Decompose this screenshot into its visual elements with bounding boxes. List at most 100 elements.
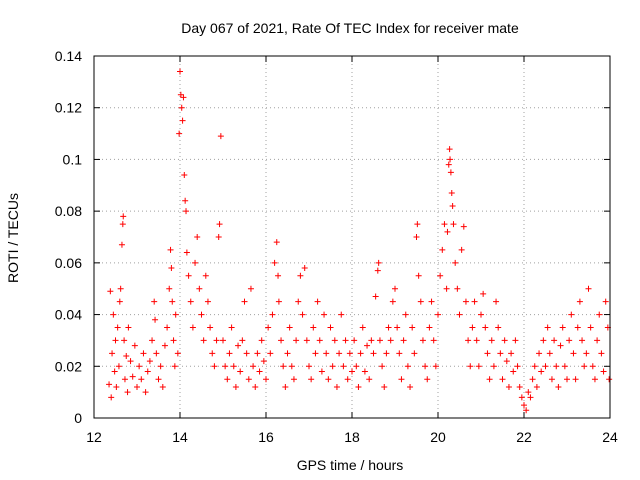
data-point (372, 293, 379, 300)
data-point (587, 324, 594, 331)
data-point (497, 350, 504, 357)
data-point (581, 363, 588, 370)
data-point (422, 363, 429, 370)
data-point (247, 285, 254, 292)
data-point (478, 311, 484, 318)
data-point (409, 324, 416, 331)
data-point (486, 376, 493, 383)
data-point (111, 368, 118, 375)
data-point (467, 363, 474, 370)
data-point (121, 376, 128, 383)
data-point (536, 350, 543, 357)
y-tick-label: 0.08 (55, 203, 82, 219)
chart-title: Day 067 of 2021, Rate Of TEC Index for r… (181, 20, 519, 36)
data-point (415, 272, 422, 279)
data-point (183, 249, 190, 256)
data-point (216, 221, 223, 228)
data-point (321, 311, 328, 318)
data-point (185, 272, 192, 279)
x-tick-label: 22 (516, 429, 532, 445)
data-point (176, 130, 183, 137)
data-point (471, 298, 478, 305)
data-point (237, 368, 244, 375)
data-point (235, 342, 242, 349)
data-point (445, 161, 452, 168)
data-point (462, 298, 469, 305)
data-point (134, 383, 140, 390)
x-tick-label: 24 (602, 429, 618, 445)
data-point (263, 376, 269, 383)
data-point (398, 376, 405, 383)
data-point (402, 311, 409, 318)
data-point (484, 350, 491, 357)
data-point (149, 337, 156, 344)
data-point (527, 394, 534, 401)
data-point (510, 368, 517, 375)
x-tick-label: 18 (344, 429, 360, 445)
data-point (280, 363, 287, 370)
data-point (561, 363, 568, 370)
data-point (346, 350, 353, 357)
data-point (286, 324, 293, 331)
x-tick-label: 20 (430, 429, 446, 445)
data-point (505, 383, 512, 390)
data-point (232, 383, 239, 390)
data-point (469, 324, 476, 331)
data-point (490, 363, 497, 370)
data-point (600, 368, 607, 375)
data-point (596, 311, 603, 318)
data-point (533, 383, 540, 390)
data-point (465, 337, 472, 344)
data-point (252, 383, 259, 390)
data-point (183, 208, 190, 215)
data-point (323, 350, 330, 357)
data-point (200, 337, 207, 344)
data-point (381, 383, 388, 390)
data-point (570, 350, 577, 357)
data-point (159, 383, 166, 390)
data-point (419, 337, 426, 344)
data-point (338, 311, 345, 318)
data-point (538, 368, 545, 375)
data-point (254, 350, 261, 357)
data-point (144, 368, 151, 375)
data-point (151, 298, 158, 305)
data-point (258, 337, 265, 344)
data-point (579, 337, 586, 344)
data-point (114, 324, 121, 331)
data-point (182, 197, 189, 204)
data-point (245, 376, 252, 383)
data-point (430, 337, 437, 344)
data-point (531, 363, 538, 370)
data-point (168, 265, 175, 272)
data-point (204, 298, 211, 305)
data-point (501, 337, 508, 344)
data-points (106, 68, 613, 414)
data-point (109, 350, 116, 357)
data-point (169, 298, 176, 305)
data-point (308, 376, 315, 383)
data-point (207, 324, 214, 331)
data-point (220, 337, 226, 344)
data-point (153, 350, 160, 357)
data-point (439, 246, 446, 253)
data-point (414, 221, 421, 228)
data-point (278, 337, 285, 344)
y-tick-label: 0.04 (55, 307, 82, 323)
data-point (146, 358, 153, 365)
data-point (265, 324, 272, 331)
data-point (314, 298, 321, 305)
data-point (117, 285, 124, 292)
data-point (458, 246, 465, 253)
data-point (209, 350, 216, 357)
data-point (559, 324, 566, 331)
data-point (396, 350, 403, 357)
data-point (119, 221, 126, 228)
data-point (318, 368, 325, 375)
data-point (359, 324, 366, 331)
data-point (282, 383, 289, 390)
data-point (161, 342, 168, 349)
data-point (370, 350, 377, 357)
data-point (555, 383, 562, 390)
